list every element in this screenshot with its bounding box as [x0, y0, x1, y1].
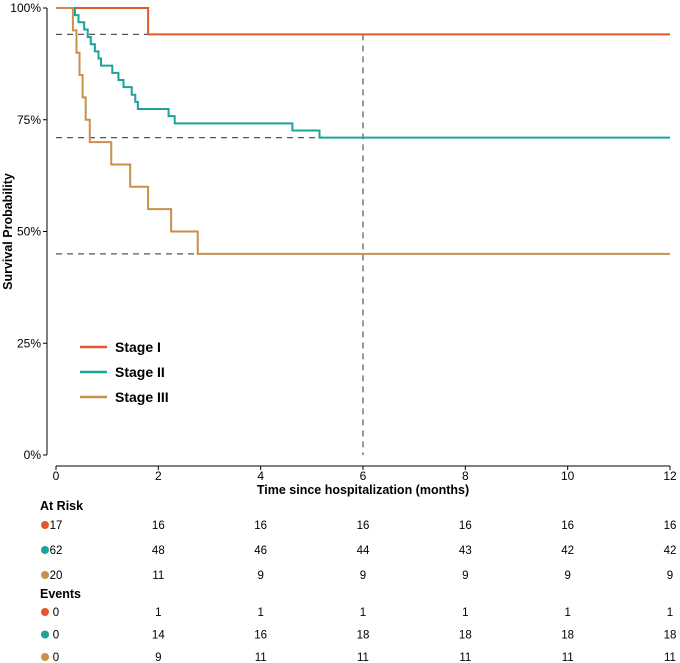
reference-lines [56, 33, 364, 455]
x-axis-ticks: 0 2 4 6 8 10 12 [53, 466, 677, 483]
x-tick-label: 2 [155, 469, 162, 483]
y-tick-label: 100% [10, 1, 41, 15]
y-tick-label: 25% [17, 336, 41, 350]
x-tick-label: 8 [462, 469, 469, 483]
table-cell: 0 [53, 630, 59, 642]
survival-curves [56, 7, 670, 255]
table-cell: 9 [257, 570, 263, 582]
table-row-marker [41, 653, 49, 661]
table-row-marker [41, 546, 49, 554]
table-row-marker [41, 571, 49, 579]
table-cell: 0 [53, 607, 59, 619]
table-cell: 1 [462, 607, 468, 619]
y-axis-title: Survival Probability [1, 173, 15, 290]
table-cell: 42 [664, 545, 677, 557]
table-cell: 20 [50, 570, 63, 582]
table-cell: 42 [561, 545, 574, 557]
table-cell: 46 [254, 545, 267, 557]
x-tick-label: 6 [360, 469, 367, 483]
table-cell: 14 [152, 630, 165, 642]
legend: Stage I Stage II Stage III [80, 339, 169, 405]
table-cell: 48 [152, 545, 165, 557]
table-cell: 17 [50, 520, 63, 532]
table-cell: 9 [462, 570, 468, 582]
table-cell: 16 [664, 520, 677, 532]
table-cell: 11 [664, 652, 676, 663]
table-row-marker [41, 608, 49, 616]
survival-curve-stage-i [56, 7, 670, 36]
table-cell: 9 [155, 652, 161, 663]
x-tick-label: 4 [257, 469, 264, 483]
table-cell: 1 [257, 607, 263, 619]
table-cell: 16 [357, 520, 370, 532]
table-cell: 16 [254, 630, 267, 642]
table-cell: 9 [360, 570, 366, 582]
survival-curve-stage-iii [56, 7, 670, 255]
table-cell: 11 [562, 652, 574, 663]
at-risk-table: At Risk 17 16 16 16 16 16 16 62 48 46 44 43 42 42 20 11… [40, 499, 676, 582]
table-cell: 11 [152, 570, 164, 582]
at-risk-title: At Risk [40, 499, 83, 513]
table-cell: 16 [152, 520, 165, 532]
table-cell: 43 [459, 545, 472, 557]
y-axis-ticks: 0% 25% 50% 75% 100% [10, 1, 47, 462]
events-table: Events 0 1 1 1 1 1 10 14 16 18 18 18 180 9 11 11 11 11 11 [40, 587, 676, 663]
table-cell: 16 [561, 520, 574, 532]
table-cell: 0 [53, 652, 59, 663]
table-cell: 16 [459, 520, 472, 532]
table-cell: 1 [360, 607, 366, 619]
table-row-marker [41, 630, 49, 639]
x-axis-title: Time since hospitalization (months) [257, 483, 469, 497]
events-title: Events [40, 587, 81, 601]
table-cell: 11 [357, 652, 369, 663]
x-tick-label: 10 [561, 469, 575, 483]
table-cell: 18 [357, 630, 370, 642]
table-cell: 18 [561, 630, 574, 642]
table-cell: 18 [459, 630, 472, 642]
survival-curve-stage-ii [56, 7, 670, 139]
y-tick-label: 50% [17, 225, 41, 239]
table-cell: 9 [564, 570, 570, 582]
table-cell: 1 [155, 607, 161, 619]
y-tick-label: 75% [17, 113, 41, 127]
table-cell: 16 [254, 520, 267, 532]
table-cell: 11 [459, 652, 471, 663]
table-cell: 9 [667, 570, 673, 582]
legend-label: Stage II [115, 364, 165, 380]
y-tick-label: 0% [24, 448, 42, 462]
table-cell: 62 [50, 545, 63, 557]
legend-label: Stage I [115, 339, 161, 355]
table-cell: 18 [664, 630, 677, 642]
table-cell: 1 [667, 607, 673, 619]
table-cell: 44 [357, 545, 370, 557]
table-cell: 11 [255, 652, 267, 663]
axes: 0% 25% 50% 75% 100% 0 2 4 6 8 10 12 Survival Proba… [1, 1, 677, 497]
table-row-marker [41, 521, 49, 529]
x-tick-label: 0 [53, 469, 60, 483]
x-tick-label: 12 [663, 469, 677, 483]
legend-label: Stage III [115, 389, 169, 405]
table-cell: 1 [564, 607, 570, 619]
